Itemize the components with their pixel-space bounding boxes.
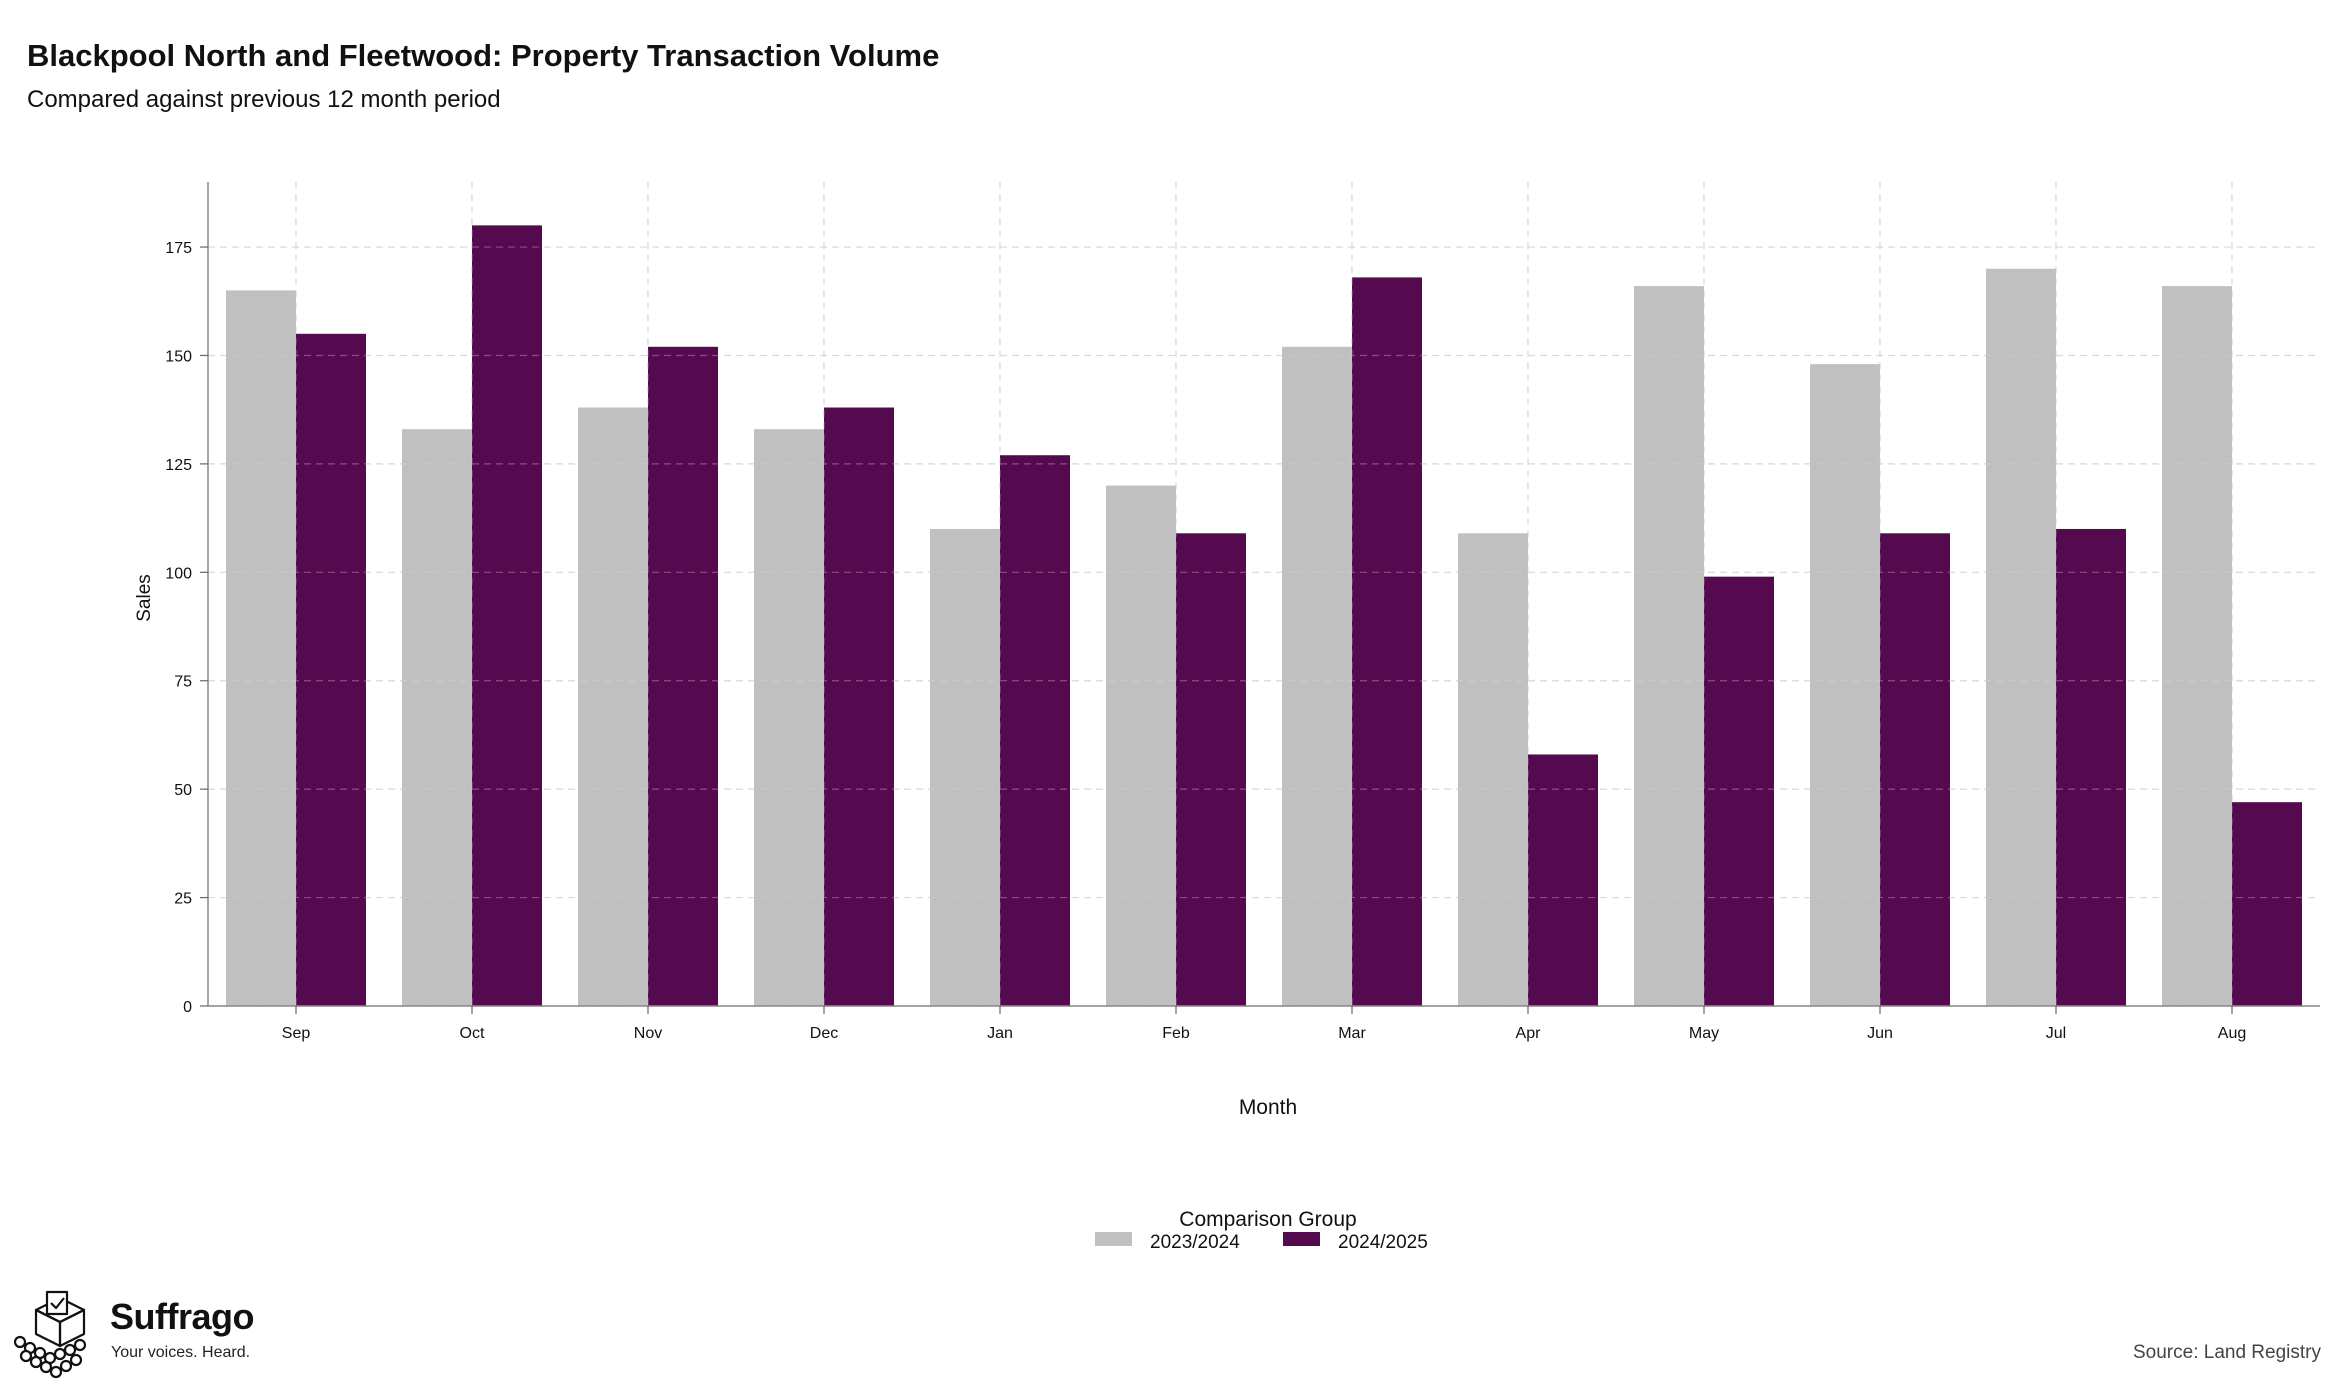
bar-2024-2025-nov <box>648 346 718 1006</box>
chart-subtitle: Compared against previous 12 month perio… <box>27 86 501 113</box>
axes <box>207 182 2320 1007</box>
bar-2024-2025-jun <box>1880 533 1950 1006</box>
y-tick-label: 125 <box>165 457 192 474</box>
bar-2024-2025-aug <box>2232 802 2302 1006</box>
bar-2023-2024-dec <box>754 429 824 1006</box>
legend-swatch-2023-2024 <box>1095 1232 1132 1246</box>
ticks: 0 25 50 75 100 125 150 175 Sep Oct Nov Dec Jan Feb Mar… <box>165 240 2246 1042</box>
x-tick-label: Nov <box>634 1025 662 1042</box>
bar-2024-2025-mar <box>1352 277 1422 1006</box>
bar-2024-2025-sep <box>296 333 366 1007</box>
y-axis-label: Sales <box>134 574 155 622</box>
x-tick-label: Mar <box>1338 1025 1366 1042</box>
bar-2023-2024-feb <box>1106 485 1176 1006</box>
bars <box>226 225 2302 1007</box>
bar-2023-2024-jan <box>930 528 1000 1006</box>
legend-label-2023-2024: 2023/2024 <box>1150 1232 1240 1253</box>
bar-2023-2024-oct <box>402 429 472 1006</box>
x-tick-label: Sep <box>282 1025 311 1042</box>
source-note: Source: Land Registry <box>2133 1342 2321 1363</box>
bar-2024-2025-feb <box>1176 533 1246 1006</box>
y-tick-label: 50 <box>174 782 192 799</box>
bar-2024-2025-may <box>1704 576 1774 1006</box>
bar-2024-2025-jan <box>1000 455 1070 1006</box>
x-tick-label: Jul <box>2046 1025 2066 1042</box>
bar-2024-2025-jul <box>2056 528 2126 1006</box>
x-tick-label: Feb <box>1162 1025 1190 1042</box>
bar-2023-2024-may <box>1634 286 1704 1006</box>
x-tick-label: Dec <box>810 1025 838 1042</box>
bar-2023-2024-apr <box>1458 533 1528 1006</box>
y-tick-label: 25 <box>174 891 192 908</box>
legend-label-2024-2025: 2024/2025 <box>1338 1232 1428 1253</box>
x-axis-label: Month <box>1239 1096 1297 1119</box>
legend: 2023/2024 2024/2025 <box>1095 1232 1428 1253</box>
x-tick-label: Oct <box>460 1025 485 1042</box>
bar-2024-2025-oct <box>472 225 542 1007</box>
bar-2023-2024-jul <box>1986 268 2056 1007</box>
y-tick-label: 150 <box>165 348 192 365</box>
x-tick-label: Jun <box>1867 1025 1893 1042</box>
bar-2024-2025-apr <box>1528 754 1598 1006</box>
bar-2024-2025-dec <box>824 407 894 1007</box>
bar-2023-2024-jun <box>1810 364 1880 1007</box>
x-tick-label: Apr <box>1516 1025 1542 1042</box>
x-tick-label: May <box>1689 1025 1719 1042</box>
y-tick-label: 100 <box>165 565 192 582</box>
bar-2023-2024-sep <box>226 290 296 1007</box>
bar-2023-2024-mar <box>1282 346 1352 1006</box>
brand-name: Suffrago <box>110 1296 255 1337</box>
x-tick-label: Jan <box>987 1025 1013 1042</box>
legend-swatch-2024-2025 <box>1283 1232 1320 1246</box>
legend-title: Comparison Group <box>1179 1208 1356 1231</box>
chart-title: Blackpool North and Fleetwood: Property … <box>27 38 940 73</box>
bar-2023-2024-nov <box>578 407 648 1007</box>
bar-2023-2024-aug <box>2162 286 2232 1006</box>
y-tick-label: 0 <box>183 999 192 1016</box>
y-tick-label: 75 <box>174 674 192 691</box>
ballot-box-crowd-icon <box>14 1290 87 1379</box>
y-tick-label: 175 <box>165 240 192 257</box>
brand-tagline: Your voices. Heard. <box>111 1344 251 1361</box>
x-tick-label: Aug <box>2218 1025 2246 1042</box>
